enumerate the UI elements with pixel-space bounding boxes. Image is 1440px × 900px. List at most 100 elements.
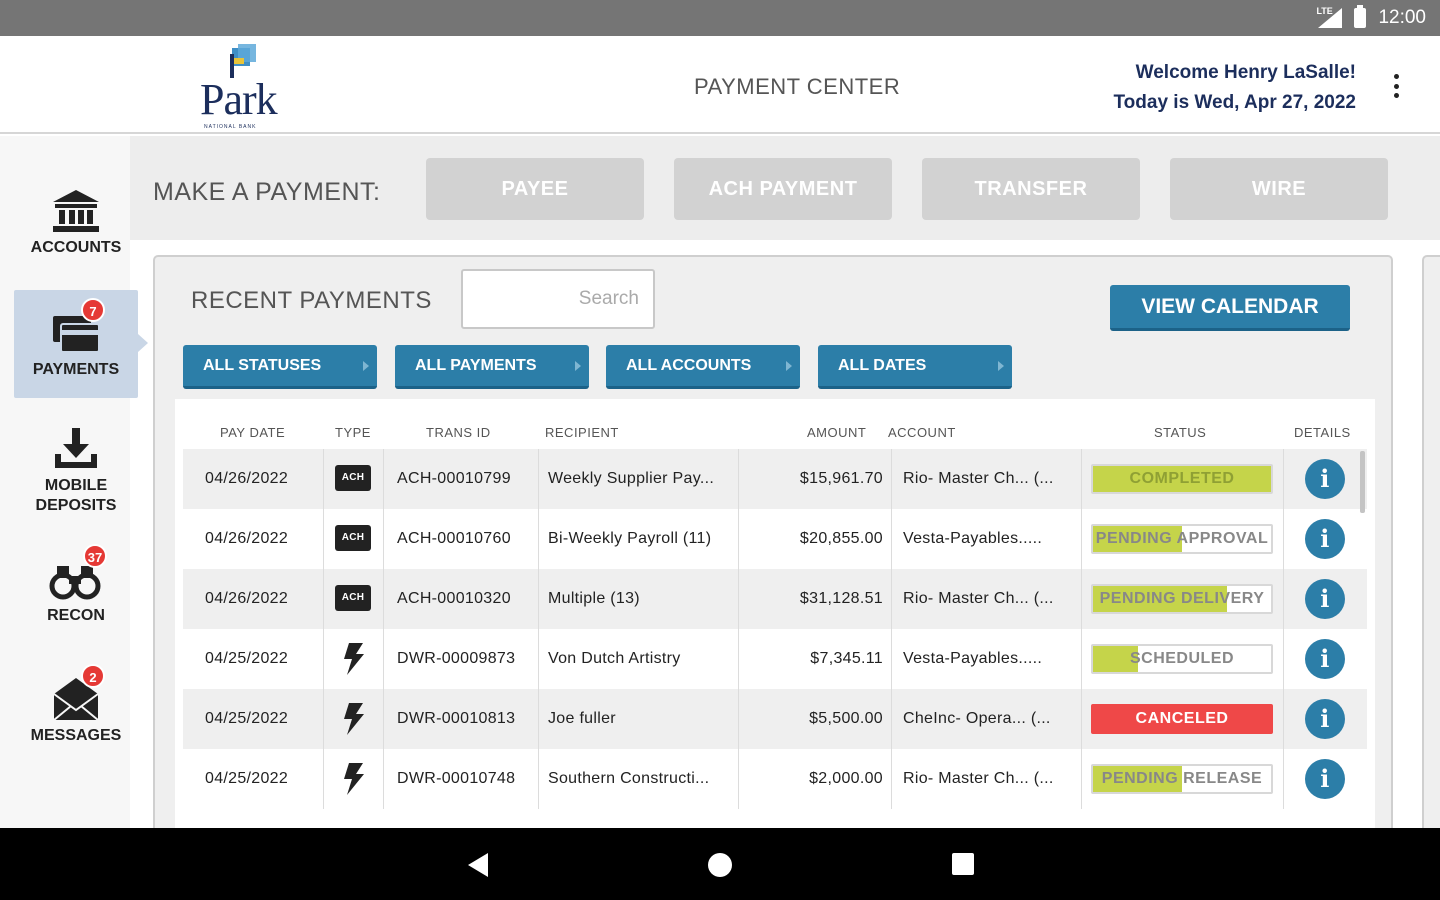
details-info-icon[interactable]: i [1305, 639, 1345, 679]
recent-payments-title: RECENT PAYMENTS [191, 287, 432, 314]
col-type[interactable]: TYPE [335, 425, 371, 440]
cell-divider [323, 509, 324, 569]
status-badge: CANCELED [1091, 704, 1273, 734]
sidebar-item-recon[interactable]: 37 RECON [14, 544, 138, 626]
transfer-button[interactable]: TRANSFER [922, 158, 1140, 220]
cell-divider [738, 749, 739, 809]
table-row[interactable]: 04/26/2022 ACH ACH-00010799 Weekly Supplier… [183, 449, 1367, 509]
cell-pay-date: 04/26/2022 [205, 470, 289, 487]
logo-flag-icon [230, 44, 256, 78]
cell-divider [323, 749, 324, 809]
welcome-user: Welcome Henry LaSalle! [1135, 62, 1356, 83]
table-row[interactable]: 04/26/2022 ACH ACH-00010320 Multiple (13) $3… [183, 569, 1367, 629]
cell-trans-id: DWR-00010813 [397, 710, 516, 727]
status-progress-fill [1093, 766, 1182, 792]
cell-trans-id: DWR-00010748 [397, 770, 516, 787]
details-info-icon[interactable]: i [1305, 459, 1345, 499]
cell-divider [891, 449, 892, 509]
payee-button[interactable]: PAYEE [426, 158, 644, 220]
cell-divider [891, 689, 892, 749]
cell-divider [1283, 689, 1284, 749]
overflow-menu-icon[interactable] [1392, 74, 1400, 98]
cell-account: Rio- Master Ch... (... [903, 470, 1054, 487]
cell-divider [1081, 449, 1082, 509]
welcome-message: Welcome Henry LaSalle! Today is Wed, Apr… [1113, 58, 1356, 118]
cell-divider [738, 629, 739, 689]
col-details[interactable]: DETAILS [1294, 425, 1351, 440]
sidebar-item-messages[interactable]: 2 MESSAGES [14, 664, 138, 746]
recents-icon[interactable] [951, 852, 975, 876]
cell-divider [738, 509, 739, 569]
cell-divider [383, 509, 384, 569]
side-panel-edge [1422, 255, 1440, 855]
cell-trans-id: ACH-00010760 [397, 530, 511, 547]
status-text: COMPLETED [1129, 470, 1235, 487]
page-title: PAYMENT CENTER [694, 74, 901, 99]
filter-statuses[interactable]: ALL STATUSES [183, 345, 377, 389]
payments-badge: 7 [81, 298, 105, 322]
cell-divider [538, 569, 539, 629]
col-recipient[interactable]: RECIPIENT [545, 425, 619, 440]
status-text: CANCELED [1135, 710, 1229, 727]
search-input[interactable] [461, 269, 655, 329]
cell-divider [1283, 749, 1284, 809]
status-text: PENDING DELIVERY [1099, 590, 1265, 607]
cell-pay-date: 04/25/2022 [205, 650, 289, 667]
wire-button[interactable]: WIRE [1170, 158, 1388, 220]
cell-divider [383, 629, 384, 689]
cell-amount: $5,500.00 [809, 710, 883, 727]
cell-pay-date: 04/25/2022 [205, 710, 289, 727]
cell-divider [1081, 689, 1082, 749]
cell-account: Vesta-Payables..... [903, 530, 1043, 547]
col-pay-date[interactable]: PAY DATE [220, 425, 286, 440]
sidebar-item-payments[interactable]: 7 PAYMENTS [14, 290, 148, 398]
status-progress-fill [1093, 466, 1271, 492]
messages-badge: 2 [81, 664, 105, 688]
cell-pay-date: 04/26/2022 [205, 530, 289, 547]
cell-divider [1283, 629, 1284, 689]
cell-divider [891, 629, 892, 689]
cell-recipient: Southern Constructi... [548, 770, 710, 787]
logo-tagline: NATIONAL BANK [204, 124, 257, 130]
system-status-bar: LTE 12:00 [0, 0, 1440, 36]
signal-icon: LTE [1316, 6, 1343, 28]
cell-divider [738, 689, 739, 749]
status-progress-fill [1093, 526, 1182, 552]
status-badge: COMPLETED [1091, 464, 1273, 494]
cell-account: Vesta-Payables..... [903, 650, 1043, 667]
envelope-icon [53, 678, 99, 721]
wire-bolt-icon [344, 643, 364, 675]
status-progress-fill [1093, 586, 1227, 612]
home-icon[interactable] [707, 852, 733, 878]
table-row[interactable]: 04/25/2022 DWR-00010748 Southern Construct… [183, 749, 1367, 809]
cell-divider [323, 689, 324, 749]
cell-trans-id: ACH-00010799 [397, 470, 511, 487]
details-info-icon[interactable]: i [1305, 699, 1345, 739]
col-trans-id[interactable]: TRANS ID [426, 425, 491, 440]
park-logo[interactable]: Park NATIONAL BANK [200, 44, 290, 130]
details-info-icon[interactable]: i [1305, 759, 1345, 799]
cell-divider [1081, 509, 1082, 569]
details-info-icon[interactable]: i [1305, 519, 1345, 559]
status-badge: PENDING DELIVERY [1091, 584, 1273, 614]
col-status[interactable]: STATUS [1154, 425, 1207, 440]
table-row[interactable]: 04/25/2022 DWR-00009873 Von Dutch Artistry… [183, 629, 1367, 689]
cell-account: Rio- Master Ch... (... [903, 770, 1054, 787]
col-amount[interactable]: AMOUNT [807, 425, 867, 440]
filter-accounts[interactable]: ALL ACCOUNTS [606, 345, 800, 389]
table-row[interactable]: 04/25/2022 DWR-00010813 Joe fuller $5,500.0… [183, 689, 1367, 749]
details-info-icon[interactable]: i [1305, 579, 1345, 619]
filter-dates[interactable]: ALL DATES [818, 345, 1012, 389]
logo-wordmark: Park [200, 75, 278, 124]
ach-payment-button[interactable]: ACH PAYMENT [674, 158, 892, 220]
filter-payments[interactable]: ALL PAYMENTS [395, 345, 589, 389]
cell-divider [738, 569, 739, 629]
back-icon[interactable] [466, 852, 490, 878]
cell-amount: $7,345.11 [810, 650, 883, 667]
view-calendar-button[interactable]: VIEW CALENDAR [1110, 285, 1350, 331]
sidebar-item-accounts[interactable]: ACCOUNTS [14, 188, 138, 258]
table-scrollbar[interactable] [1360, 451, 1365, 513]
col-account[interactable]: ACCOUNT [888, 425, 956, 440]
table-row[interactable]: 04/26/2022 ACH ACH-00010760 Bi-Weekly Payro… [183, 509, 1367, 569]
sidebar-item-mobile-deposits[interactable]: MOBILE DEPOSITS [14, 426, 138, 516]
